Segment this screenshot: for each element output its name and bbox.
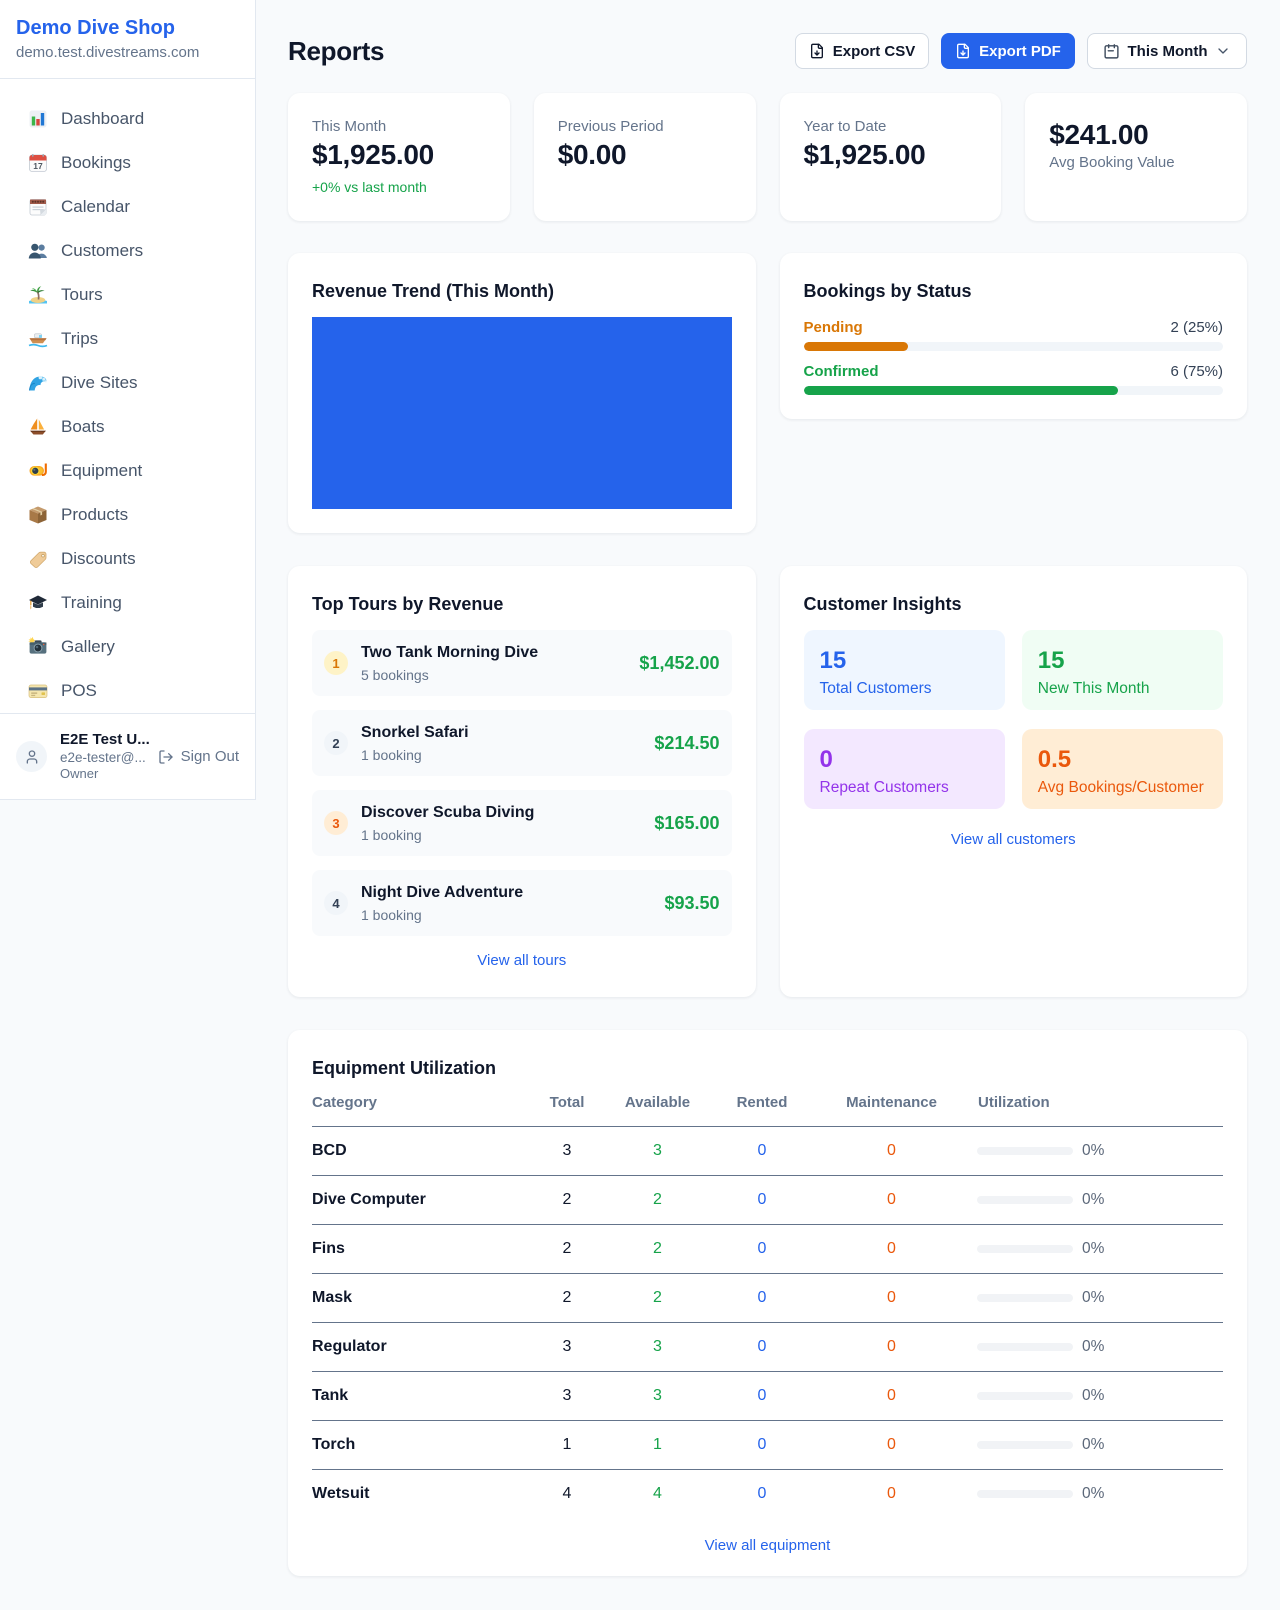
svg-text:17: 17	[33, 161, 43, 171]
